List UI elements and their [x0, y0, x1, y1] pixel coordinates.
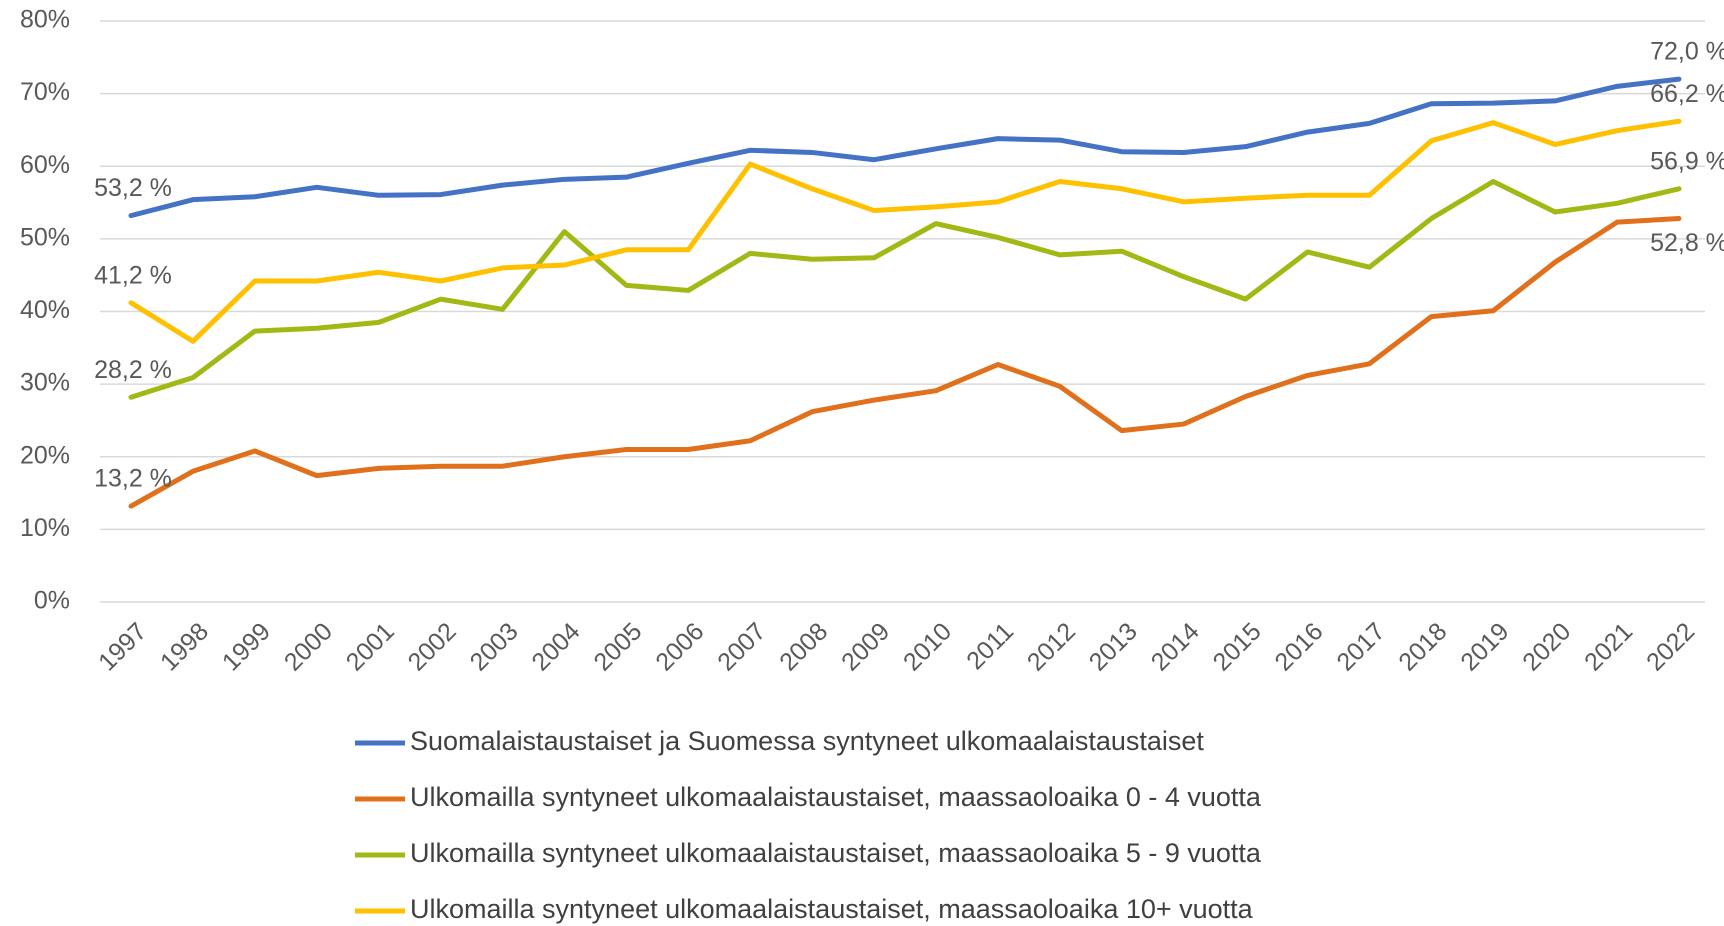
x-tick-label: 2002: [403, 617, 462, 676]
series-line: [128, 216, 1682, 509]
legend-label: Ulkomailla syntyneet ulkomaalaistaustais…: [410, 894, 1254, 924]
data-label: 52,8 %: [1650, 229, 1724, 257]
x-tick-label: 2016: [1270, 617, 1329, 676]
x-tick-label: 2000: [279, 617, 338, 676]
y-tick-label: 10%: [20, 514, 70, 542]
series-line: [128, 118, 1682, 344]
x-tick-label: 2003: [465, 617, 524, 676]
x-tick-label: 2006: [650, 617, 709, 676]
x-tick-label: 2019: [1455, 617, 1514, 676]
y-tick-label: 80%: [20, 6, 70, 34]
legend-label: Suomalaistaustaiset ja Suomessa syntynee…: [410, 726, 1204, 756]
x-tick-label: 2007: [712, 617, 771, 676]
x-tick-label: 2005: [588, 617, 647, 676]
data-label: 13,2 %: [94, 465, 172, 493]
data-label: 56,9 %: [1650, 147, 1724, 175]
x-tick-label: 1998: [155, 617, 214, 676]
y-tick-label: 60%: [20, 151, 70, 179]
y-tick-label: 20%: [20, 441, 70, 469]
x-tick-label: 2014: [1146, 617, 1205, 676]
x-tick-label: 2004: [526, 617, 585, 676]
x-tick-label: 2008: [774, 617, 833, 676]
y-tick-label: 50%: [20, 223, 70, 251]
y-tick-label: 40%: [20, 296, 70, 324]
data-label: 28,2 %: [94, 356, 172, 384]
y-tick-label: 70%: [20, 78, 70, 106]
series-line: [128, 76, 1682, 219]
y-tick-label: 30%: [20, 369, 70, 397]
x-tick-label: 2018: [1393, 617, 1452, 676]
data-label: 53,2 %: [94, 174, 172, 202]
x-tick-label: 1999: [217, 617, 276, 676]
legend-label: Ulkomailla syntyneet ulkomaalaistaustais…: [410, 838, 1262, 868]
x-tick-label: 2001: [341, 617, 400, 676]
x-tick-label: 2012: [1022, 617, 1081, 676]
x-tick-label: 2011: [961, 617, 1019, 675]
legend-label: Ulkomailla syntyneet ulkomaalaistaustais…: [410, 782, 1262, 812]
x-tick-label: 1997: [93, 617, 152, 676]
x-tick-label: 2013: [1084, 617, 1143, 676]
x-tick-label: 2020: [1517, 617, 1576, 676]
x-tick-label: 2017: [1331, 617, 1390, 676]
x-tick-label: 2010: [898, 617, 957, 676]
series-line: [128, 179, 1682, 400]
x-tick-label: 2022: [1641, 617, 1700, 676]
x-tick-label: 2009: [836, 617, 895, 676]
data-label: 72,0 %: [1650, 38, 1724, 66]
y-tick-label: 0%: [34, 587, 70, 615]
x-tick-label: 2015: [1208, 617, 1267, 676]
x-tick-label: 2021: [1579, 617, 1638, 676]
data-label: 66,2 %: [1650, 80, 1724, 108]
data-label: 41,2 %: [94, 261, 172, 289]
